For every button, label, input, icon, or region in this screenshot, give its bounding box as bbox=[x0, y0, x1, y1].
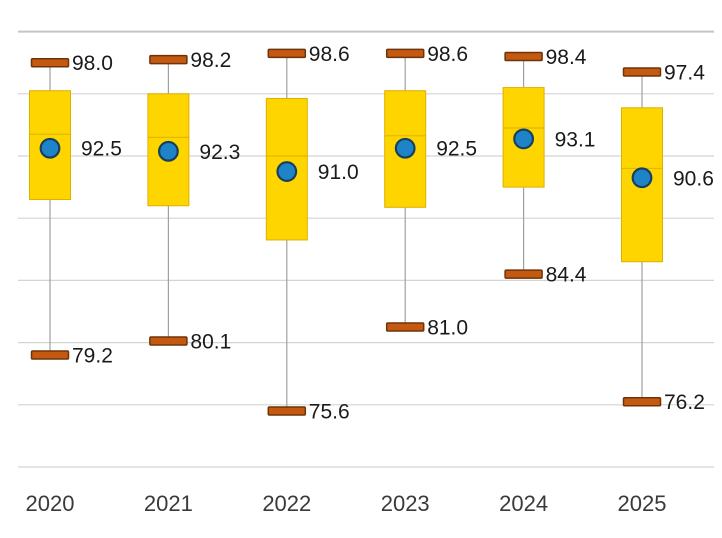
mean-dot-2023 bbox=[394, 137, 416, 159]
mean-value-label-2022: 91.0 bbox=[318, 161, 359, 184]
min-value-label-2020: 79.2 bbox=[72, 345, 113, 368]
min-value-label-2024: 84.4 bbox=[546, 264, 587, 287]
min-cap-2024 bbox=[504, 269, 543, 279]
mean-value-label-2021: 92.3 bbox=[199, 141, 240, 164]
max-cap-2023 bbox=[385, 48, 425, 59]
max-value-label-2024: 98.4 bbox=[546, 46, 587, 69]
year-label-2024: 2024 bbox=[499, 491, 548, 516]
min-cap-2023 bbox=[385, 322, 425, 332]
mean-dot-2022 bbox=[276, 161, 298, 182]
iqr-box-2020 bbox=[29, 90, 71, 201]
min-value-label-2021: 80.1 bbox=[190, 331, 231, 354]
min-cap-2025 bbox=[622, 396, 662, 407]
year-label-2020: 2020 bbox=[26, 491, 75, 516]
mean-value-label-2023: 92.5 bbox=[436, 138, 477, 161]
max-value-label-2023: 98.6 bbox=[427, 43, 468, 66]
max-cap-2022 bbox=[267, 48, 307, 59]
year-label-2025: 2025 bbox=[618, 491, 667, 516]
max-value-label-2020: 98.0 bbox=[72, 52, 113, 75]
year-label-2023: 2023 bbox=[381, 491, 430, 516]
mean-dot-2020 bbox=[39, 137, 61, 159]
min-cap-2021 bbox=[149, 336, 188, 346]
min-cap-2022 bbox=[267, 406, 307, 416]
mean-dot-2024 bbox=[513, 128, 534, 150]
mean-dot-2025 bbox=[631, 167, 653, 189]
year-label-2022: 2022 bbox=[262, 491, 311, 516]
min-cap-2020 bbox=[30, 350, 70, 360]
mean-value-label-2024: 93.1 bbox=[555, 128, 596, 151]
max-cap-2020 bbox=[30, 57, 70, 68]
mean-value-label-2020: 92.5 bbox=[81, 138, 122, 161]
max-value-label-2025: 97.4 bbox=[664, 62, 705, 85]
year-label-2021: 2021 bbox=[144, 491, 193, 516]
min-value-label-2025: 76.2 bbox=[664, 391, 705, 414]
max-value-label-2022: 98.6 bbox=[309, 43, 350, 66]
mean-dot-2021 bbox=[157, 140, 179, 162]
min-value-label-2023: 81.0 bbox=[427, 317, 468, 340]
max-cap-2024 bbox=[504, 51, 543, 62]
max-cap-2025 bbox=[622, 67, 662, 77]
max-value-label-2021: 98.2 bbox=[190, 49, 231, 72]
mean-value-label-2025: 90.6 bbox=[673, 167, 714, 190]
max-cap-2021 bbox=[149, 54, 188, 65]
min-value-label-2022: 75.6 bbox=[309, 401, 350, 424]
